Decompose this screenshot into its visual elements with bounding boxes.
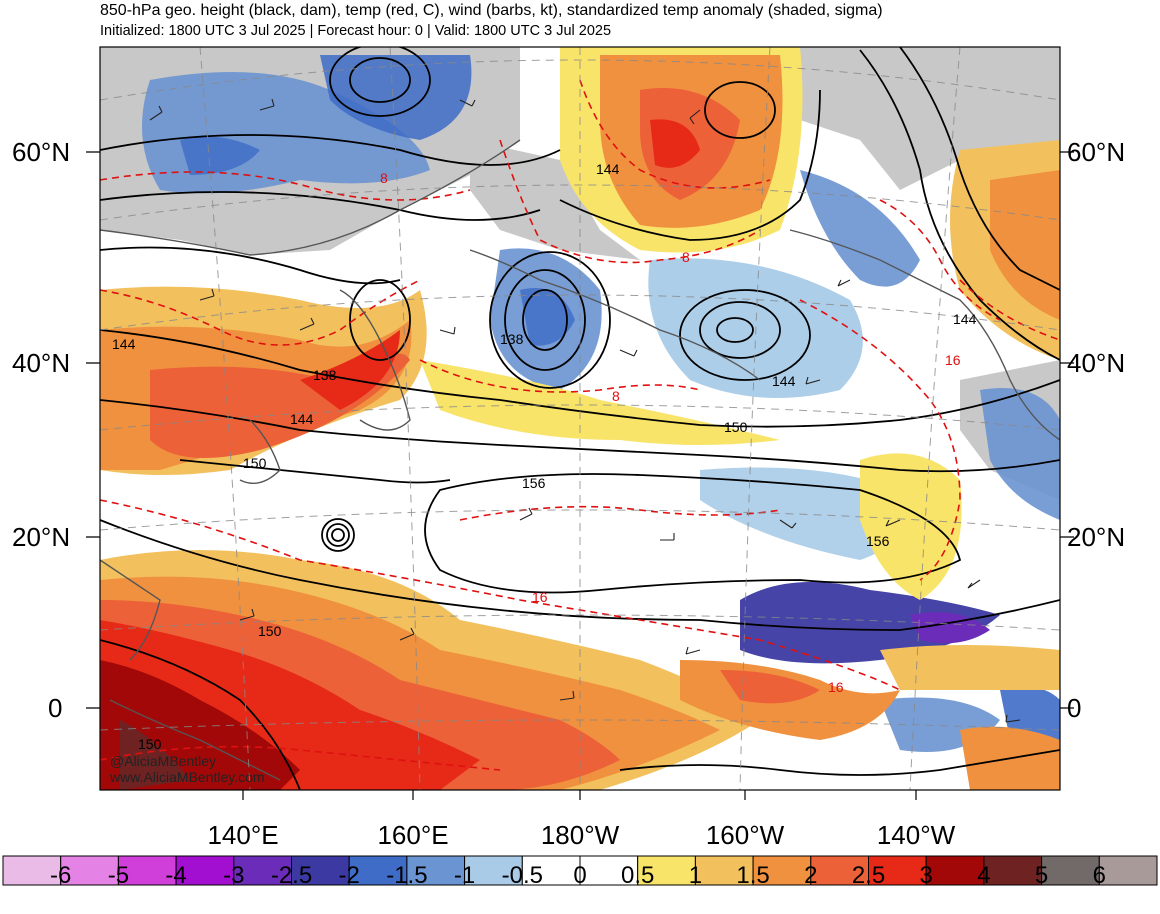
height-label: 144 [112, 336, 136, 352]
colorbar-swatch [925, 855, 985, 886]
lat-label-right-20n: 20°N [1067, 522, 1126, 552]
colorbar-swatch [291, 855, 350, 886]
lon-label-160e: 160°E [377, 820, 449, 850]
lat-label-right-60n: 60°N [1067, 137, 1126, 167]
colorbar-label: -1 [453, 862, 476, 889]
colorbar-label: -2 [338, 862, 360, 889]
colorbar-swatch [983, 855, 1043, 886]
graticule [100, 47, 1060, 790]
colorbar [2, 855, 1158, 886]
colorbar-label: -5 [107, 862, 130, 889]
lat-label-left-20n: 20°N [12, 522, 71, 552]
colorbar-swatch [233, 855, 293, 886]
colorbar-swatch [868, 855, 927, 886]
map-title: 850-hPa geo. height (black, dam), temp (… [100, 2, 883, 19]
temp-label: 16 [532, 589, 548, 605]
colorbar-label: 3 [919, 862, 933, 889]
lon-ticks [242, 790, 917, 800]
lon-label-180w: 180°W [540, 820, 620, 850]
temp-label: 8 [380, 170, 388, 186]
lat-label-left-60n: 60°N [12, 137, 71, 167]
temperature-contours [100, 79, 1060, 771]
height-label: 138 [500, 331, 524, 347]
colorbar-label: 4 [977, 862, 991, 889]
colorbar-swatch [637, 855, 696, 886]
credit-url: www.AliciaMBentley.com [109, 769, 265, 785]
height-contours [100, 47, 1060, 790]
colorbar-swatch [406, 855, 466, 886]
colorbar-label: -6 [50, 862, 72, 889]
height-label: 144 [290, 411, 314, 427]
colorbar-label: 2.5 [851, 862, 886, 889]
height-label: 156 [522, 475, 546, 491]
temp-label: 8 [682, 249, 690, 265]
colorbar-swatch [60, 855, 119, 886]
lat-label-right-0: 0 [1067, 693, 1082, 723]
height-label: 144 [953, 311, 977, 327]
height-label: 144 [596, 161, 620, 177]
height-contour-labels: 144 138 144 150 138 156 150 144 144 156 … [112, 161, 977, 752]
colorbar-label: 2 [804, 862, 818, 889]
height-label: 150 [138, 736, 162, 752]
colorbar-swatch [2, 855, 62, 886]
colorbar-label: -2.5 [270, 862, 313, 889]
colorbar-label: 5 [1034, 862, 1049, 889]
colorbar-swatch [521, 855, 581, 886]
credit-handle: @AliciaMBentley [110, 753, 216, 769]
lat-label-right-40n: 40°N [1067, 348, 1126, 378]
colorbar-swatch [579, 855, 639, 886]
height-label: 150 [724, 419, 748, 435]
temp-label: 16 [828, 679, 844, 695]
colorbar-label: 1 [688, 862, 703, 889]
colorbar-label: -4 [165, 862, 187, 889]
colorbar-swatch [752, 855, 812, 886]
map-subtitle: Initialized: 1800 UTC 3 Jul 2025 | Forec… [100, 23, 612, 39]
lon-label-140e: 140°E [207, 820, 279, 850]
wind-barbs [149, 98, 1021, 723]
colorbar-swatch [694, 855, 754, 886]
colorbar-swatch [1098, 855, 1158, 886]
temp-contour-labels: 8 8 8 16 16 16 [380, 170, 961, 695]
lon-label-160w: 160°W [705, 820, 785, 850]
colorbar-swatch [175, 855, 235, 886]
lat-label-left-0: 0 [48, 693, 63, 723]
height-label: 150 [243, 455, 267, 471]
map-fields: 144 138 144 150 138 156 150 144 144 156 … [100, 47, 1060, 790]
height-label: 144 [772, 373, 796, 389]
colorbar-label: -3 [223, 862, 245, 889]
colorbar-label: 0.5 [621, 862, 655, 889]
lat-ticks [86, 151, 1074, 709]
height-label: 138 [313, 367, 337, 383]
height-label: 156 [866, 533, 890, 549]
temp-label: 16 [945, 352, 961, 368]
colorbar-label: -0.5 [501, 862, 543, 889]
lon-label-140w: 140°W [876, 820, 956, 850]
colorbar-swatch [348, 855, 408, 886]
lat-label-left-40n: 40°N [12, 348, 71, 378]
colorbar-label: 0 [573, 862, 587, 889]
coastlines [100, 139, 1060, 781]
colorbar-label: 1.5 [736, 862, 770, 889]
colorbar-swatch [1041, 855, 1100, 886]
colorbar-label: -1.5 [386, 862, 428, 889]
colorbar-swatch [464, 855, 523, 886]
colorbar-swatch [810, 855, 869, 886]
temp-label: 8 [612, 388, 620, 404]
colorbar-label: 6 [1092, 862, 1106, 889]
height-label: 150 [258, 623, 282, 639]
